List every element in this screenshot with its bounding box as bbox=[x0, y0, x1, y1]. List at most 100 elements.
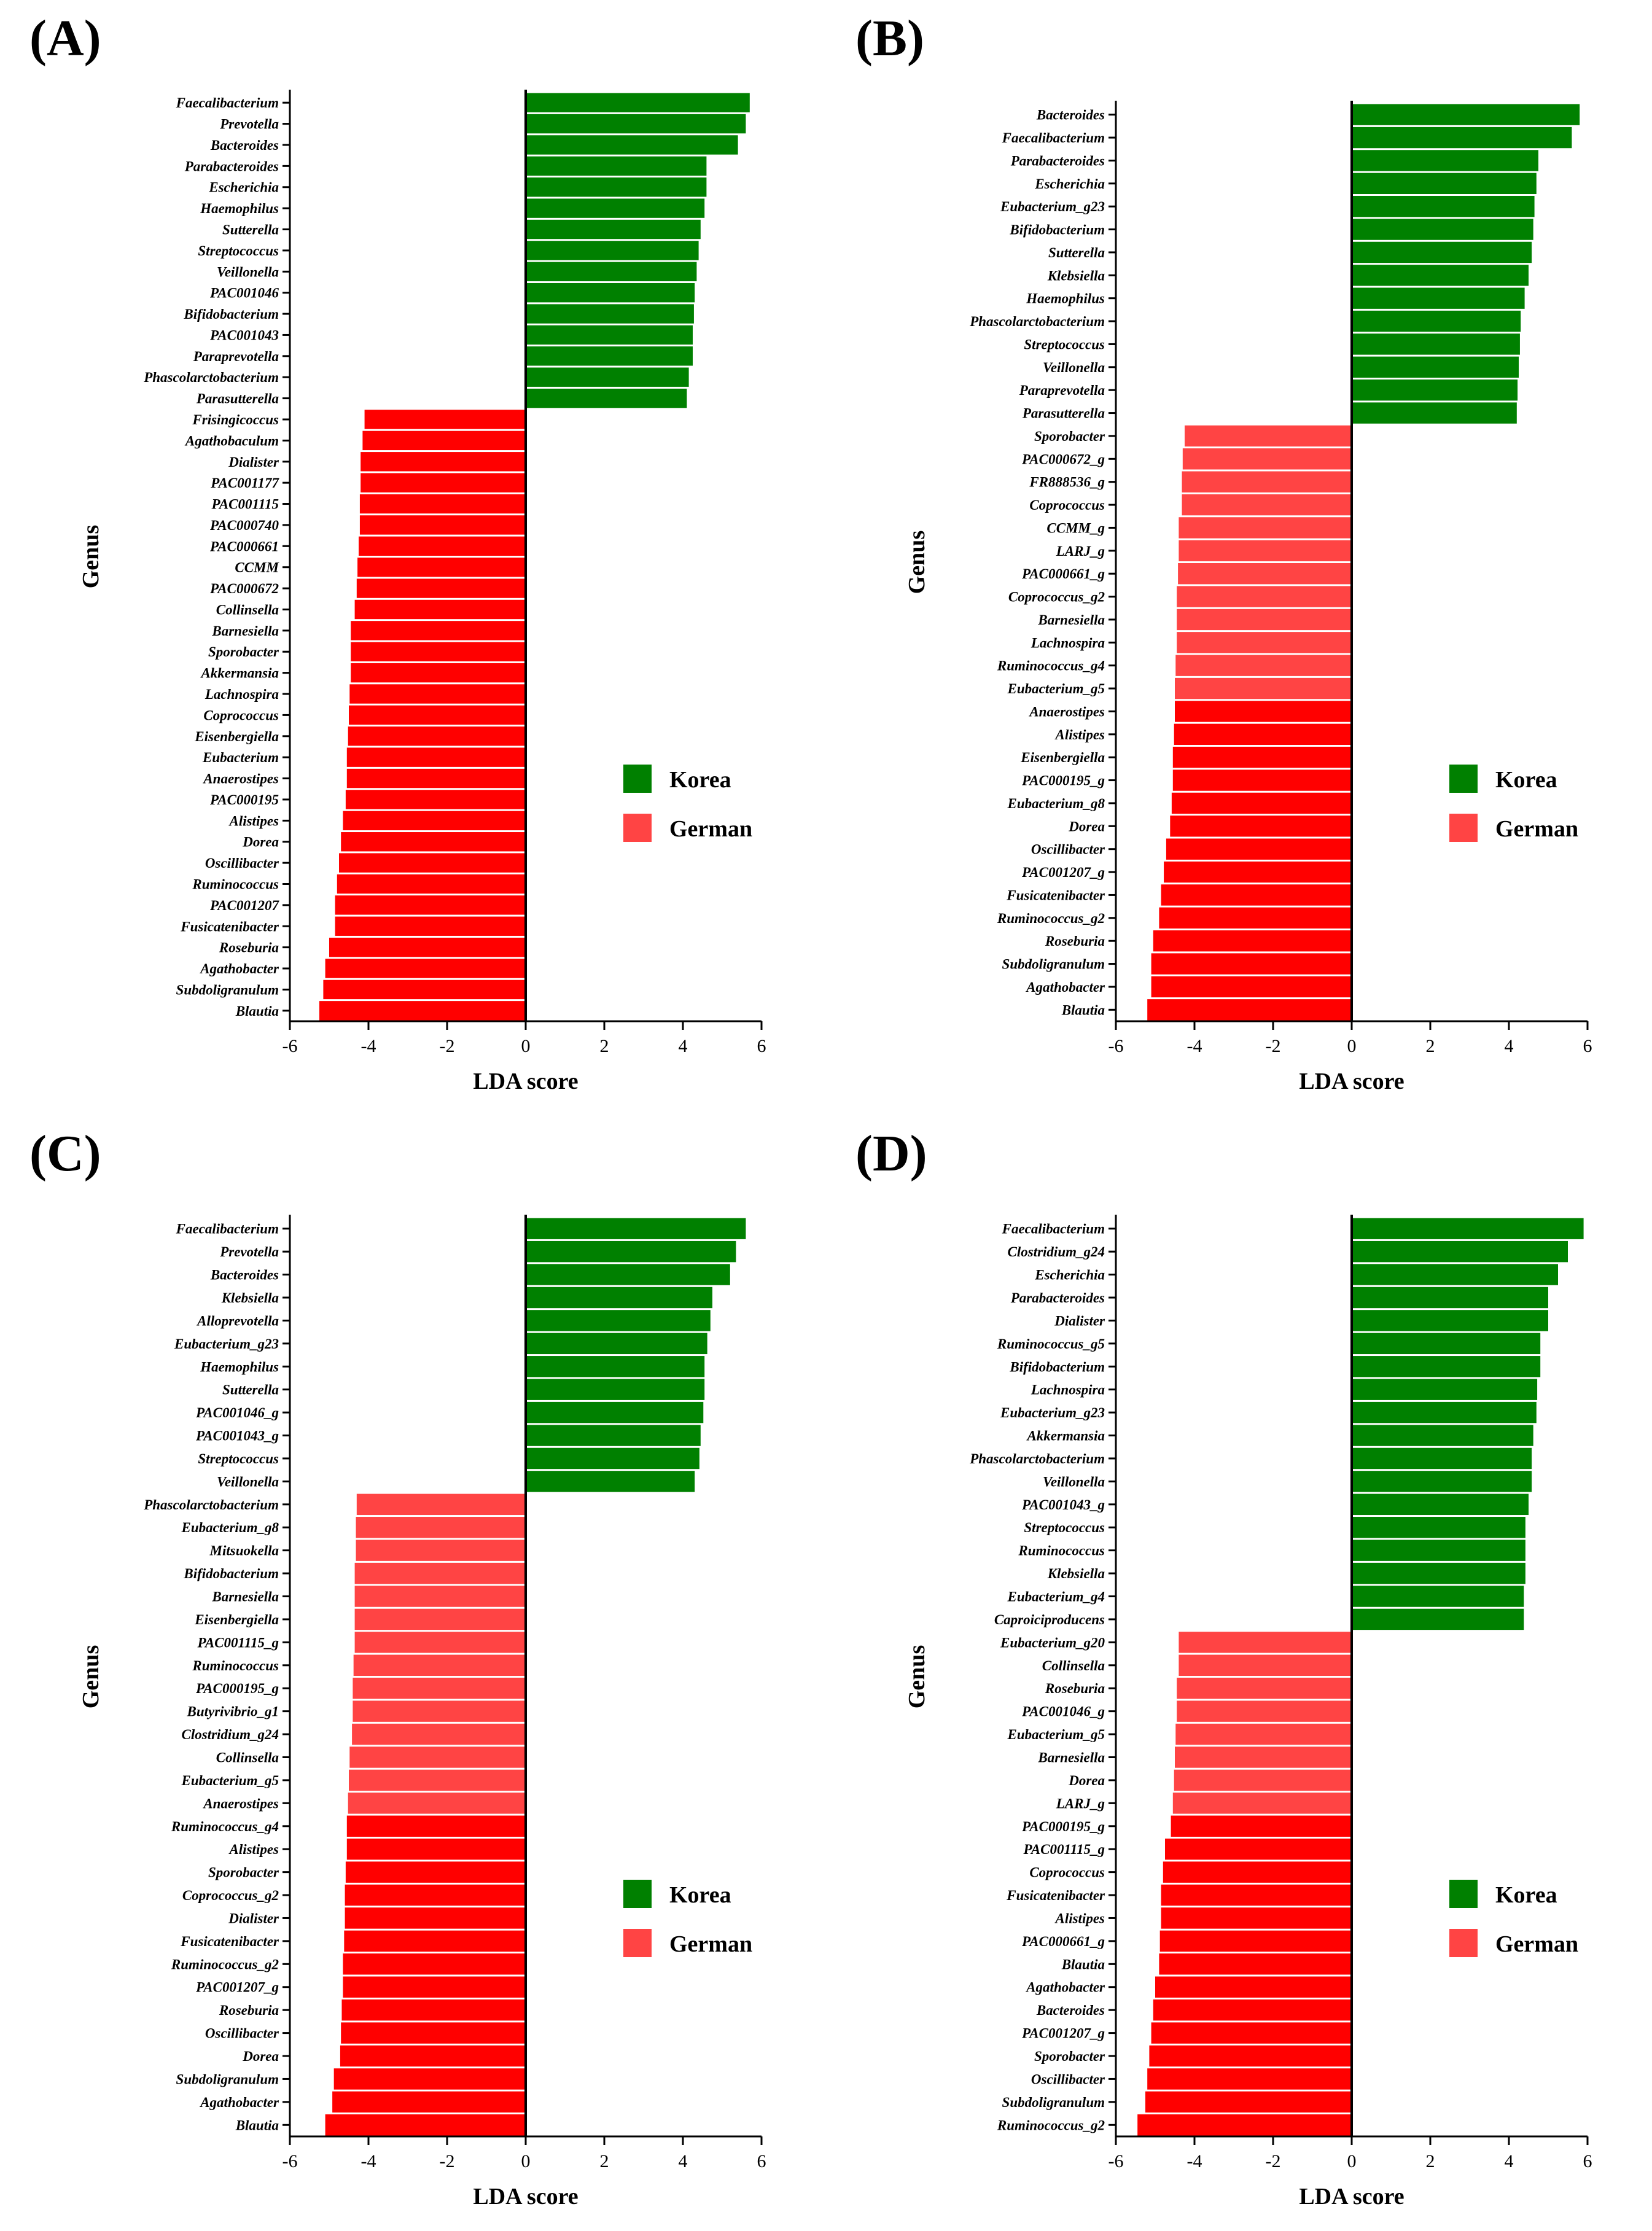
category-label: Roseburia bbox=[1045, 1681, 1105, 1696]
category-label: PAC000661 bbox=[209, 539, 279, 554]
bar-pac001177 bbox=[360, 473, 526, 493]
category-label: Eubacterium_g8 bbox=[1007, 796, 1105, 811]
category-label: PAC001043 bbox=[209, 327, 279, 343]
category-label: PAC000661_g bbox=[1021, 566, 1105, 582]
bar-ruminococcus bbox=[1352, 1540, 1525, 1561]
bar-ccmm-g bbox=[1179, 517, 1352, 539]
category-label: Ruminococcus bbox=[192, 876, 279, 892]
bar-pac001207-g bbox=[1151, 2022, 1352, 2044]
bar-parabacteroides bbox=[1352, 150, 1538, 171]
bar-parabacteroides bbox=[1352, 1287, 1548, 1309]
panel-label: (C) bbox=[29, 1125, 101, 1182]
category-label: PAC000740 bbox=[209, 518, 279, 533]
category-label: Coprococcus bbox=[1029, 497, 1105, 513]
bar-phascolarctobacterium bbox=[1352, 1447, 1532, 1470]
x-tick-label: -6 bbox=[282, 1036, 298, 1056]
category-label: Klebsiella bbox=[1047, 1566, 1105, 1581]
bar-ruminococcus-g4 bbox=[1175, 655, 1352, 676]
x-tick-label: 4 bbox=[679, 1036, 688, 1056]
category-label: Dorea bbox=[242, 2049, 279, 2064]
bar-coprococcus-g2 bbox=[345, 1884, 526, 1906]
bar-roseburia bbox=[1177, 1678, 1352, 1699]
category-label: Fusicatenibacter bbox=[180, 1934, 279, 1949]
panel-label: (B) bbox=[855, 10, 924, 67]
category-label: Faecalibacterium bbox=[1002, 1221, 1105, 1237]
x-tick-label: -2 bbox=[440, 2151, 455, 2171]
bar-escherichia bbox=[1352, 173, 1537, 194]
category-label: Dialister bbox=[1054, 1313, 1105, 1328]
bar-oscillibacter bbox=[339, 853, 526, 873]
category-label: Oscillibacter bbox=[1031, 2071, 1105, 2087]
y-axis-title: Genus bbox=[78, 525, 104, 588]
bar-paraprevotella bbox=[526, 346, 693, 366]
category-label: Blautia bbox=[235, 2117, 279, 2133]
x-axis-title: LDA score bbox=[473, 2184, 578, 2210]
bar-eisenbergiella bbox=[354, 1608, 526, 1630]
bar-pac000672 bbox=[356, 578, 526, 598]
category-label: Sutterella bbox=[222, 222, 279, 238]
bar-dorea bbox=[1170, 816, 1352, 837]
bar-larj-g bbox=[1172, 1793, 1352, 1814]
category-label: Barnesiella bbox=[1037, 612, 1105, 628]
bar-blautia bbox=[1159, 1953, 1352, 1975]
bar-pac000661-g bbox=[1178, 563, 1352, 585]
bar-barnesiella bbox=[354, 1586, 526, 1607]
category-label: Alloprevotella bbox=[196, 1313, 279, 1328]
category-label: Prevotella bbox=[219, 117, 279, 132]
x-tick-label: 2 bbox=[600, 2151, 609, 2171]
y-axis-title: Genus bbox=[78, 1645, 104, 1708]
bar-collinsella bbox=[349, 1746, 526, 1768]
category-label: Haemophilus bbox=[1026, 291, 1105, 306]
category-label: Sporobacter bbox=[1034, 2049, 1105, 2064]
x-tick-label: 4 bbox=[1505, 2151, 1514, 2171]
category-label: Eubacterium_g5 bbox=[1007, 1727, 1105, 1742]
category-label: Phascolarctobacterium bbox=[143, 370, 279, 385]
bar-anaerostipes bbox=[348, 1793, 526, 1814]
category-label: Eubacterium_g23 bbox=[1000, 199, 1105, 214]
category-label: Alistipes bbox=[228, 813, 279, 828]
category-label: Sporobacter bbox=[208, 644, 279, 660]
legend-label-german: German bbox=[1495, 816, 1578, 842]
bar-pac000740 bbox=[359, 515, 526, 535]
bar-agathobaculum bbox=[362, 430, 526, 451]
bar-pac000672-g bbox=[1182, 448, 1352, 470]
x-tick-label: 4 bbox=[679, 2151, 688, 2171]
category-label: Klebsiella bbox=[221, 1290, 279, 1306]
bar-eubacterium-g8 bbox=[1171, 792, 1352, 814]
bar-subdoligranulum bbox=[1145, 2091, 1352, 2113]
category-label: Agathobaculum bbox=[184, 433, 279, 448]
category-label: Escherichia bbox=[1034, 176, 1105, 192]
bar-pac000661 bbox=[359, 536, 526, 556]
category-label: PAC001115 bbox=[211, 497, 279, 512]
category-label: Clostridium_g24 bbox=[182, 1727, 279, 1742]
bar-fusicatenibacter bbox=[335, 916, 526, 936]
category-label: Phascolarctobacterium bbox=[143, 1497, 279, 1513]
category-label: PAC001046 bbox=[209, 286, 279, 301]
category-label: Ruminococcus_g2 bbox=[997, 911, 1105, 926]
panel-c: (C) Faecalibacterium Prevotella Bacteroides… bbox=[29, 1125, 766, 2210]
bar-frisingicoccus bbox=[364, 410, 526, 429]
bar-eisenbergiella bbox=[1172, 747, 1352, 768]
category-label: Blautia bbox=[1061, 1002, 1105, 1018]
bar-collinsella bbox=[354, 599, 526, 620]
category-label: Agathobacter bbox=[1025, 979, 1105, 995]
bar-alloprevotella bbox=[526, 1310, 711, 1331]
bar-mitsuokella bbox=[356, 1540, 526, 1561]
bar-sporobacter bbox=[1185, 425, 1352, 447]
bar-caproiciproducens bbox=[1352, 1608, 1524, 1630]
bar-ruminococcus bbox=[337, 874, 526, 894]
category-label: Eubacterium_g23 bbox=[1000, 1405, 1105, 1420]
x-axis-title: LDA score bbox=[1299, 1069, 1404, 1094]
category-label: Parasutterella bbox=[196, 391, 279, 407]
category-label: Streptococcus bbox=[198, 1451, 279, 1466]
category-label: Alistipes bbox=[1054, 1910, 1105, 1926]
bar-pac001115 bbox=[359, 494, 526, 514]
category-label: Blautia bbox=[1061, 1957, 1105, 1972]
bar-ruminococcus-g2 bbox=[1159, 907, 1352, 929]
bar-haemophilus bbox=[526, 1356, 705, 1377]
x-tick-label: -6 bbox=[1108, 1036, 1124, 1056]
x-tick-label: 2 bbox=[1426, 1036, 1435, 1056]
bar-larj-g bbox=[1179, 540, 1352, 561]
category-label: Akkermansia bbox=[200, 666, 279, 681]
bar-pac001043 bbox=[526, 325, 693, 345]
